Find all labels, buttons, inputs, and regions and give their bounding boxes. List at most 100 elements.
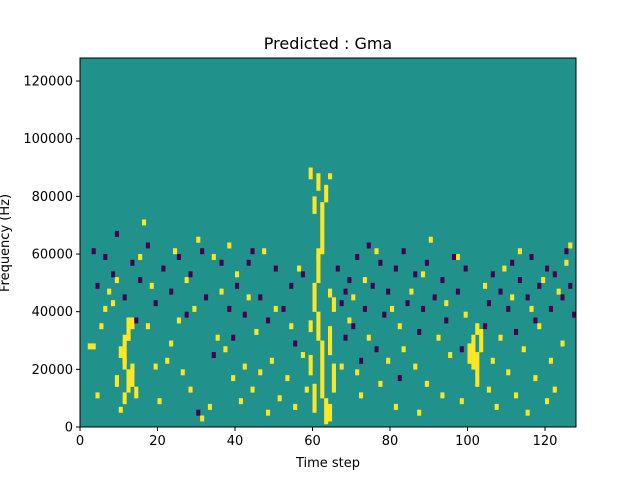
heatmap-cell-low	[266, 317, 271, 324]
heatmap-cell-high	[366, 334, 371, 341]
heatmap-cell-high	[126, 369, 131, 393]
heatmap-cell-high	[467, 343, 472, 364]
heatmap-cell-low	[444, 317, 449, 324]
heatmap-cell-low	[114, 230, 119, 237]
heatmap-cell-high	[525, 409, 530, 416]
heatmap-cell-low	[417, 328, 422, 335]
y-axis-label: Frequency (Hz)	[0, 194, 13, 292]
y-axis: 0 20000 40000 60000 80000 100000 120000	[23, 75, 80, 436]
heatmap-cell-high	[471, 334, 476, 370]
heatmap-cell-high	[355, 369, 360, 376]
heatmap-cell-low	[188, 271, 193, 278]
heatmap-cell-low	[138, 277, 143, 284]
heatmap-cell-low	[382, 311, 387, 318]
heatmap-cell-high	[475, 352, 480, 387]
heatmap-cell-high	[324, 184, 329, 203]
heatmap-cell-low	[176, 254, 181, 260]
heatmap-cell-high	[514, 392, 519, 399]
heatmap-cell-low	[386, 288, 391, 295]
heatmap-cell-high	[312, 196, 317, 214]
heatmap-cell-high	[149, 282, 154, 289]
heatmap-cell-high	[188, 386, 193, 393]
heatmap-cell-high	[312, 282, 317, 312]
heatmap-cell-high	[118, 346, 123, 359]
heatmap-cell-low	[483, 323, 488, 330]
heatmap-cell-high	[421, 271, 426, 278]
heatmap-cell-high	[552, 386, 557, 393]
heatmap-cell-high	[215, 334, 220, 341]
heatmap-cell-low	[289, 282, 294, 289]
heatmap-cells	[87, 167, 577, 425]
heatmap-cell-low	[424, 259, 429, 266]
heatmap-cell-high	[277, 395, 282, 402]
heatmap-cell-high	[448, 352, 453, 359]
heatmap-cell-low	[169, 288, 174, 295]
heatmap-cell-high	[316, 173, 321, 191]
y-tick-label: 120000	[23, 75, 73, 90]
heatmap-cell-high	[444, 300, 449, 307]
heatmap-cell-low	[122, 294, 127, 301]
heatmap-cell-high	[293, 403, 298, 410]
heatmap-cell-high	[250, 386, 255, 393]
heatmap-cell-low	[486, 300, 491, 307]
heatmap-cell-high	[529, 305, 534, 312]
heatmap-cell-low	[347, 277, 352, 284]
heatmap-cell-high	[312, 383, 317, 413]
heatmap-cell-high	[103, 305, 108, 312]
heatmap-cell-high	[118, 406, 123, 413]
heatmap-cell-low	[537, 282, 542, 289]
x-axis-label: Time step	[295, 456, 360, 471]
heatmap-cell-low	[490, 271, 495, 278]
heatmap-cell-low	[95, 282, 100, 289]
x-tick-label: 100	[455, 434, 480, 449]
heatmap-cell-high	[328, 403, 333, 422]
heatmap-cell-low	[184, 311, 189, 318]
x-tick-label: 40	[227, 434, 244, 449]
y-tick-label: 20000	[32, 363, 73, 378]
heatmap-cell-high	[266, 409, 271, 416]
heatmap-cell-low	[401, 248, 406, 255]
heatmap-cell-high	[99, 323, 104, 330]
heatmap-cell-high	[560, 340, 565, 347]
heatmap-cell-low	[219, 259, 224, 266]
heatmap-cell-high	[130, 363, 135, 382]
heatmap-cell-high	[192, 305, 197, 312]
heatmap-cell-low	[525, 294, 530, 301]
heatmap-cell-high	[324, 398, 329, 425]
heatmap-cell-low	[273, 265, 278, 272]
heatmap-cell-low	[506, 305, 511, 312]
heatmap-cell-low	[568, 282, 573, 289]
heatmap-cell-low	[548, 305, 553, 312]
y-tick-label: 40000	[32, 305, 73, 320]
heatmap-cell-high	[169, 340, 174, 347]
heatmap-cell-high	[548, 357, 553, 364]
heatmap-cell-low	[560, 294, 565, 301]
heatmap-cell-high	[320, 202, 325, 226]
heatmap-cell-high	[316, 254, 321, 284]
heatmap-cell-high	[200, 415, 205, 422]
heatmap-cell-low	[258, 294, 263, 301]
heatmap-cell-low	[111, 271, 116, 278]
heatmap-cell-high	[316, 248, 321, 260]
heatmap-cell-high	[533, 375, 538, 382]
heatmap-cell-high	[339, 363, 344, 370]
heatmap-cell-high	[142, 219, 147, 226]
heatmap-cell-low	[498, 288, 503, 295]
heatmap-cell-high	[138, 254, 143, 260]
heatmap-cell-high	[114, 375, 119, 387]
heatmap-cell-low	[250, 248, 255, 255]
heatmap-cell-high	[506, 369, 511, 376]
heatmap-cell-high	[297, 265, 302, 272]
heatmap-cell-high	[486, 386, 491, 393]
heatmap-cell-low	[397, 375, 402, 382]
heatmap-cell-low	[362, 305, 367, 312]
heatmap-cell-high	[494, 403, 499, 410]
heatmap-cell-high	[386, 357, 391, 364]
heatmap-cell-low	[355, 254, 360, 260]
heatmap-cell-low	[514, 328, 519, 335]
heatmap-cell-low	[572, 311, 577, 318]
heatmap-cell-high	[510, 294, 515, 301]
heatmap-cell-high	[308, 320, 313, 333]
heatmap-cell-high	[87, 343, 92, 350]
